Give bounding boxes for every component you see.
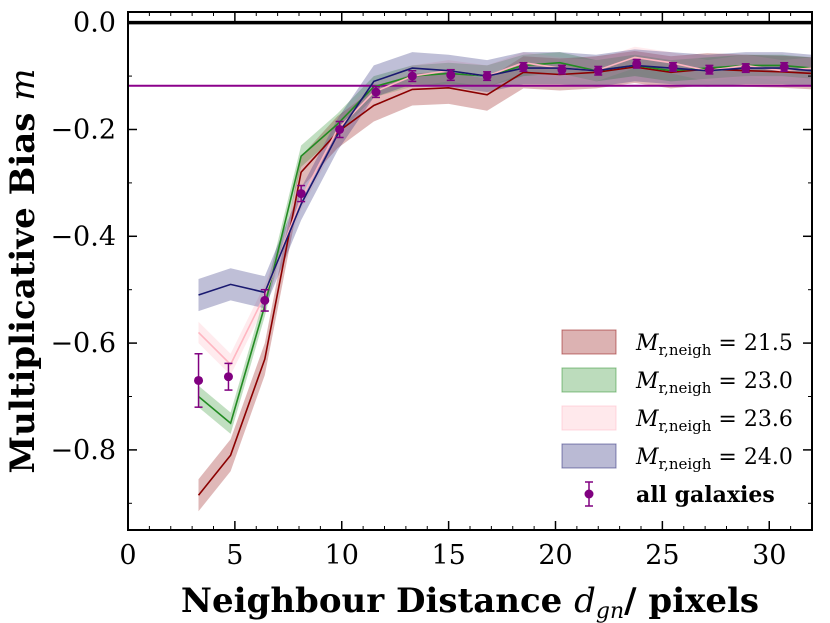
legend-label-subscript: r,neigh <box>659 341 712 359</box>
legend-label-value: = 23.6 <box>711 407 792 432</box>
legend-swatch-0 <box>561 329 617 355</box>
data-point <box>223 372 233 382</box>
data-point <box>194 375 204 385</box>
x-axis-label-tail: / pixels <box>624 581 759 621</box>
legend-label-subscript: r,neigh <box>659 455 712 473</box>
x-tick-label: 30 <box>752 540 786 571</box>
all-galaxies-points <box>194 58 789 408</box>
legend-swatch-1 <box>561 367 617 393</box>
data-point <box>335 124 345 134</box>
legend-label-0: Mr,neigh = 21.5 <box>635 331 793 359</box>
x-tick-label: 15 <box>431 540 465 571</box>
x-axis-label-subscript: gn <box>596 599 624 623</box>
data-point <box>593 66 603 76</box>
x-tick-label: 10 <box>325 540 359 571</box>
data-point <box>260 295 270 305</box>
y-axis-label: Multiplicative Bias m <box>3 69 43 474</box>
data-point <box>482 71 492 81</box>
x-tick-label: 0 <box>119 540 136 571</box>
series-3-line <box>198 64 812 296</box>
data-point <box>371 87 381 97</box>
legend-label-2: Mr,neigh = 23.6 <box>635 407 793 435</box>
data-point <box>779 62 789 72</box>
data-point <box>704 65 714 75</box>
data-point <box>407 71 417 81</box>
legend: Mr,neigh = 21.5Mr,neigh = 23.0Mr,neigh =… <box>561 329 793 508</box>
data-point <box>668 62 678 72</box>
y-axis-label-symbol: m <box>3 69 43 101</box>
legend-label-value: = 21.5 <box>711 331 792 356</box>
data-point <box>741 63 751 73</box>
x-axis-label-symbol: d <box>574 581 596 621</box>
confidence-bands <box>198 46 812 512</box>
data-point <box>557 65 567 75</box>
legend-label-3: Mr,neigh = 24.0 <box>635 445 793 473</box>
reference-lines <box>128 20 812 87</box>
legend-point-marker <box>584 489 594 499</box>
y-tick-label: −0.2 <box>50 114 116 145</box>
y-tick-label: −0.4 <box>50 221 116 252</box>
x-axis-label: Neighbour Distance dgn/ pixels <box>181 581 759 623</box>
legend-label-symbol: M <box>635 445 659 470</box>
y-axis-label-main: Multiplicative Bias <box>3 101 43 474</box>
y-tick-label: 0.0 <box>73 8 116 39</box>
axis-ticks: 0 5 10 15 20 25 30 0.0 −0.2 −0.4 −0.6 −0.8 <box>50 8 812 571</box>
legend-label-subscript: r,neigh <box>659 379 712 397</box>
series-0-band <box>198 51 812 512</box>
data-point <box>632 59 642 69</box>
data-point <box>446 70 456 80</box>
legend-label-1: Mr,neigh = 23.0 <box>635 369 793 397</box>
x-axis-label-main: Neighbour Distance <box>181 581 574 621</box>
x-tick-label: 25 <box>645 540 679 571</box>
legend-swatch-3 <box>561 443 617 469</box>
data-point <box>296 189 306 199</box>
legend-label-symbol: M <box>635 407 659 432</box>
x-tick-label: 5 <box>226 540 243 571</box>
data-point <box>518 62 528 72</box>
legend-label-points: all galaxies <box>636 482 775 508</box>
legend-label-symbol: M <box>635 331 659 356</box>
legend-swatch-2 <box>561 405 617 431</box>
legend-label-value: = 23.0 <box>711 369 792 394</box>
y-tick-label: −0.6 <box>50 328 116 359</box>
x-tick-label: 20 <box>538 540 572 571</box>
legend-label-value: = 24.0 <box>711 445 792 470</box>
legend-label-symbol: M <box>635 369 659 394</box>
series-1-line <box>197 61 812 425</box>
legend-label-subscript: r,neigh <box>659 417 712 435</box>
y-tick-label: −0.8 <box>50 435 116 466</box>
